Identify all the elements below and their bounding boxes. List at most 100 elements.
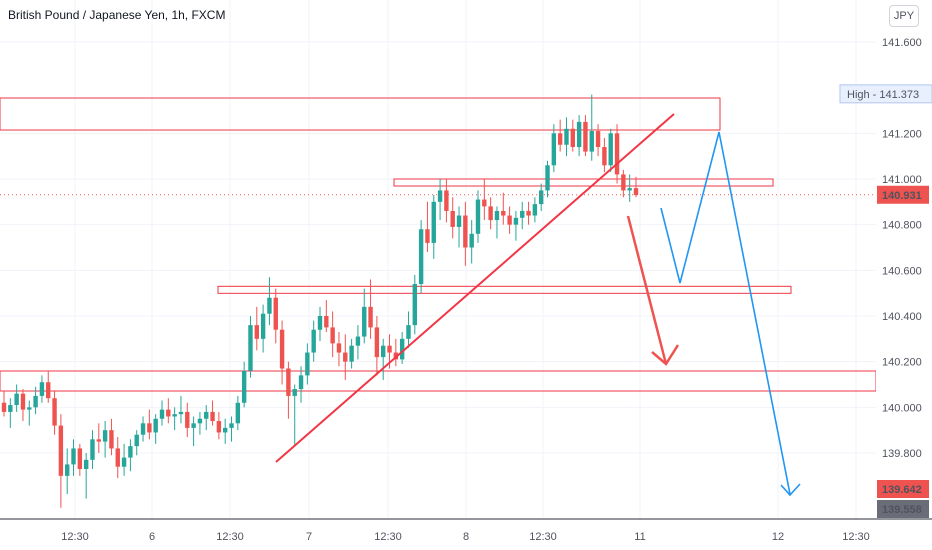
candle-body	[627, 188, 632, 191]
candle-body	[602, 147, 607, 166]
candle-body	[90, 439, 95, 460]
candle-body	[39, 382, 45, 396]
candle	[1, 391, 7, 417]
candle-body	[330, 327, 335, 344]
candle	[52, 391, 57, 435]
candle-body	[469, 233, 474, 248]
support-zone-140.5	[217, 285, 792, 294]
demand-zone-lower	[0, 370, 877, 392]
candle	[545, 160, 550, 198]
candle-body	[406, 325, 411, 339]
candle-body	[235, 402, 241, 424]
candle-body	[286, 368, 291, 396]
bearish-arrow	[626, 215, 668, 365]
target-price-badge	[877, 480, 929, 498]
candle	[450, 197, 455, 239]
resistance-zone-141	[393, 178, 774, 187]
candle	[444, 179, 449, 223]
candle-body	[273, 297, 278, 330]
currency-button[interactable]: JPY	[889, 5, 919, 27]
candle-body	[128, 446, 133, 458]
candle	[614, 124, 620, 184]
candle	[317, 306, 323, 342]
candle-body	[418, 229, 424, 285]
bearish-arrow-head	[651, 344, 680, 366]
candle	[399, 331, 405, 364]
candle	[134, 430, 139, 456]
current-price-badge	[877, 185, 929, 204]
candle	[431, 194, 436, 259]
candle-body	[444, 190, 449, 211]
candle	[311, 320, 316, 362]
candle-body	[178, 411, 184, 415]
y-tick-label: 141.200	[882, 128, 922, 140]
candle-body	[8, 405, 13, 412]
current-price-label: 140.931	[882, 190, 922, 202]
candle	[336, 331, 342, 367]
candle-body	[387, 345, 392, 353]
candle-body	[343, 352, 348, 362]
y-tick-label: 141.000	[882, 174, 922, 186]
candle-body	[614, 133, 620, 175]
x-tick-label: 12:30	[61, 531, 89, 543]
candle	[109, 418, 114, 456]
candle-body	[14, 393, 19, 406]
candle	[83, 453, 89, 499]
x-tick-label: 8	[463, 531, 469, 543]
candle-body	[20, 393, 26, 410]
candle-body	[570, 128, 575, 148]
candle	[128, 439, 133, 472]
y-tick-label: 139.800	[882, 448, 922, 460]
candle	[362, 288, 367, 344]
candle-body	[71, 448, 76, 465]
candle	[381, 338, 386, 380]
candle-body	[564, 128, 569, 145]
time-axis[interactable]: 12:30 6 12:30 7 12:30 8 12:30 11 12 12:30	[0, 518, 932, 550]
candle	[273, 288, 278, 344]
candle-body	[279, 329, 285, 369]
candle-body	[27, 407, 32, 410]
candle	[286, 361, 291, 419]
candle-body	[450, 210, 455, 227]
candle-body	[608, 133, 613, 166]
x-tick-label: 11	[634, 531, 645, 543]
candle	[159, 400, 165, 426]
candle	[539, 183, 544, 211]
candle-body	[121, 457, 127, 467]
candle	[216, 411, 222, 440]
candle-body	[172, 414, 177, 417]
candles-layer	[1, 94, 639, 508]
candle	[229, 416, 234, 442]
candle	[608, 128, 613, 173]
candle	[185, 402, 190, 438]
candle-body	[488, 206, 493, 221]
candle	[20, 389, 26, 422]
candle-body	[349, 345, 354, 362]
candle-body	[241, 370, 247, 403]
high-price-label: High - 141.373	[847, 89, 919, 101]
candle	[90, 430, 95, 469]
candle-body	[545, 165, 550, 191]
candle	[551, 124, 557, 173]
candle	[204, 405, 209, 431]
candle	[267, 277, 272, 326]
candle	[235, 395, 241, 431]
candle-body	[362, 306, 367, 337]
candle	[602, 137, 607, 173]
candle-body	[317, 316, 323, 330]
price-axis[interactable]: 141.600 141.200 141.000 140.800 140.600 140.4…	[839, 0, 932, 550]
candle-body	[185, 411, 190, 428]
candle-body	[223, 427, 228, 433]
candle	[520, 201, 525, 230]
candle-body	[633, 188, 639, 195]
candle	[627, 174, 632, 202]
candle	[406, 311, 411, 348]
candle	[172, 407, 177, 431]
candle-body	[65, 464, 70, 476]
candle	[532, 197, 538, 223]
grid-lines	[0, 0, 876, 519]
x-tick-label: 12:30	[216, 531, 244, 543]
candle-body	[399, 338, 405, 360]
candle	[349, 338, 354, 369]
